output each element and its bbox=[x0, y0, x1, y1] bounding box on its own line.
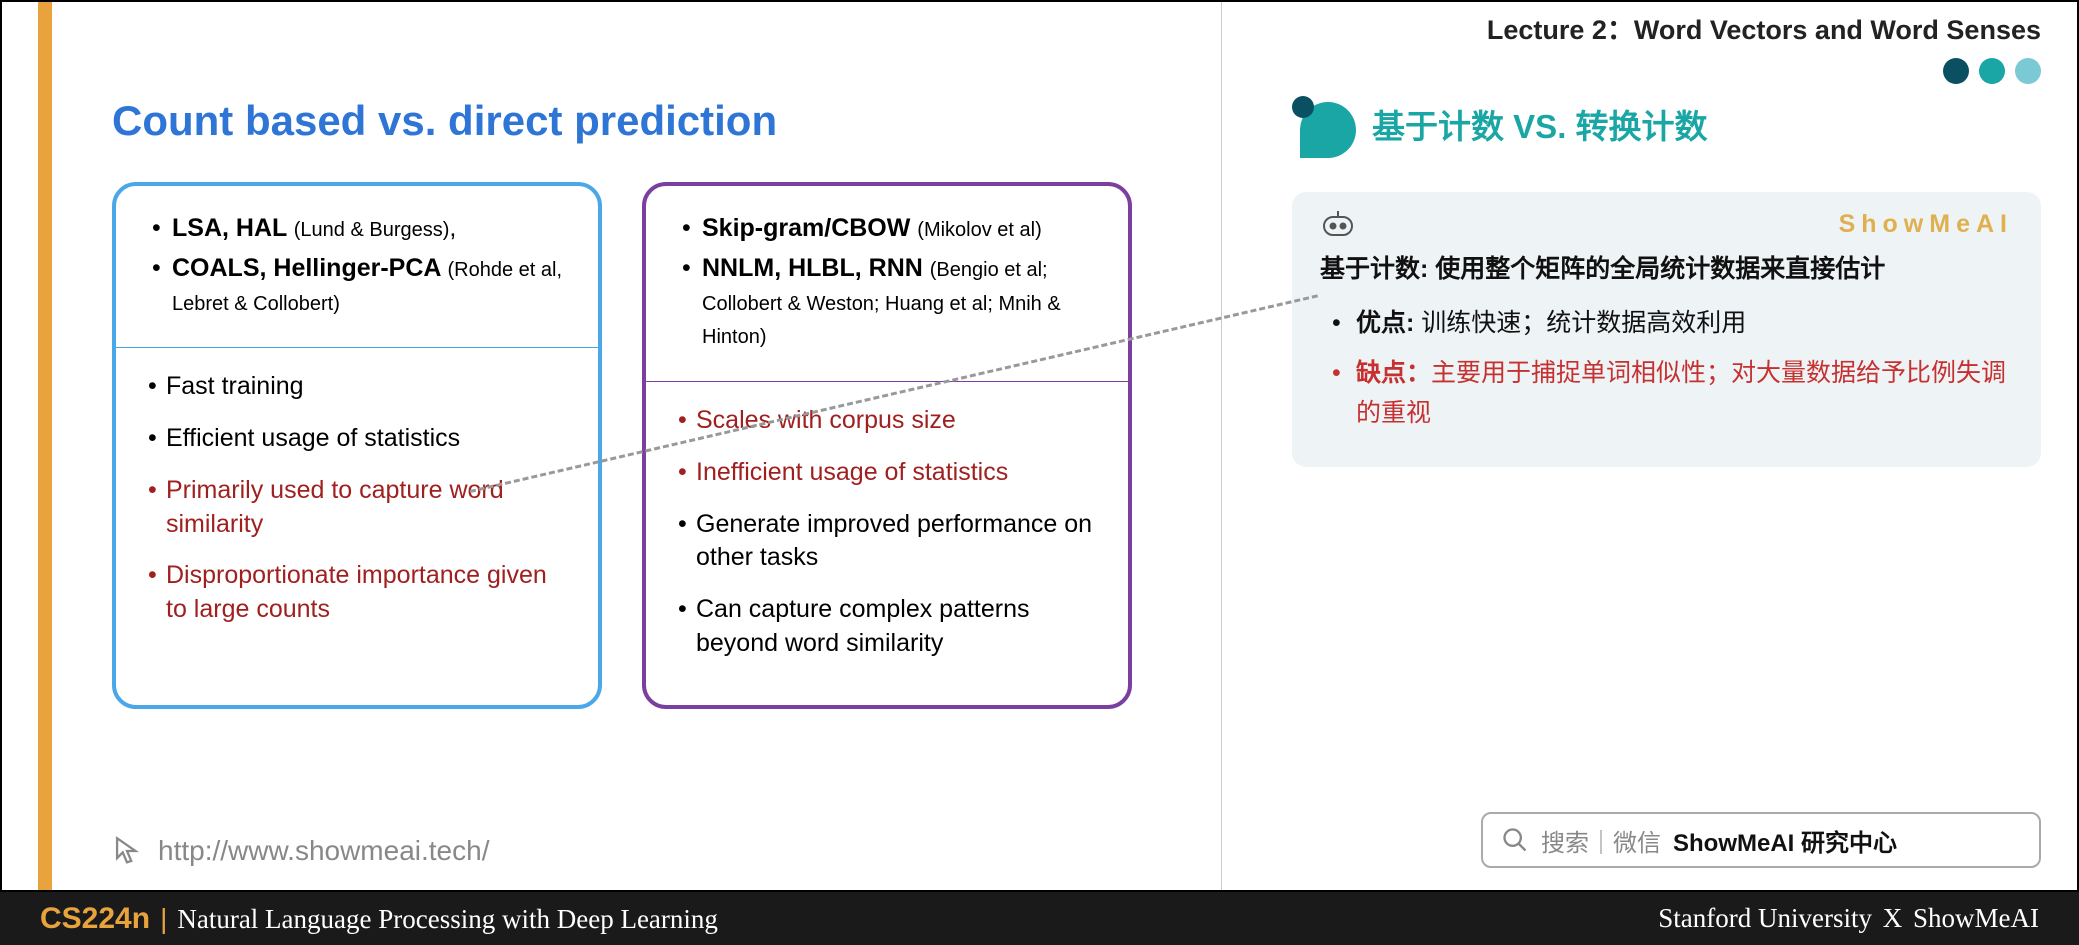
cursor-icon bbox=[110, 834, 144, 868]
notes-panel: Lecture 2：Word Vectors and Word Senses 基… bbox=[1222, 2, 2077, 890]
footer-left: CS224n | Natural Language Processing wit… bbox=[40, 902, 718, 936]
method-item: NNLM, HLBL, RNN (Bengio et al; Collobert… bbox=[676, 252, 1098, 353]
method-main: COALS, Hellinger-PCA bbox=[172, 254, 448, 282]
slide-title: Count based vs. direct prediction bbox=[112, 97, 777, 145]
x-separator: X bbox=[1883, 903, 1903, 933]
dot-icon bbox=[1979, 58, 2005, 84]
direct-props-section: Scales with corpus size Inefficient usag… bbox=[646, 382, 1128, 705]
direct-prediction-box: Skip-gram/CBOW (Mikolov et al) NNLM, HLB… bbox=[642, 182, 1132, 709]
count-methods-section: LSA, HAL (Lund & Burgess), COALS, Hellin… bbox=[116, 186, 598, 348]
prop-item: Disproportionate importance given to lar… bbox=[146, 559, 568, 627]
note-card: ShowMeAI 基于计数: 使用整个矩阵的全局统计数据来直接估计 优点: 训练… bbox=[1292, 192, 2041, 467]
prop-item: Efficient usage of statistics bbox=[146, 422, 568, 456]
robot-icon bbox=[1320, 211, 1356, 239]
note-bullet: 缺点：主要用于捕捉单词相似性；对大量数据给予比例失调的重视 bbox=[1320, 353, 2013, 433]
method-item: COALS, Hellinger-PCA (Rohde et al, Lebre… bbox=[146, 252, 568, 320]
method-main: NNLM, HLBL, RNN bbox=[702, 254, 930, 282]
dot-icon bbox=[2015, 58, 2041, 84]
slide-url[interactable]: http://www.showmeai.tech/ bbox=[110, 834, 489, 868]
search-icon bbox=[1501, 826, 1529, 854]
note-header: ShowMeAI bbox=[1320, 210, 2013, 239]
course-name: Natural Language Processing with Deep Le… bbox=[177, 904, 718, 935]
search-placeholder: 搜索｜微信 bbox=[1541, 823, 1661, 858]
url-text: http://www.showmeai.tech/ bbox=[158, 835, 489, 867]
search-bar[interactable]: 搜索｜微信 ShowMeAI 研究中心 bbox=[1481, 812, 2041, 868]
main-container: Count based vs. direct prediction LSA, H… bbox=[0, 0, 2079, 892]
header-shape-icon bbox=[1292, 94, 1352, 154]
university-name: Stanford University bbox=[1658, 903, 1872, 933]
method-main: Skip-gram/CBOW bbox=[702, 214, 917, 242]
method-cite: (Lund & Burgess) bbox=[294, 219, 450, 241]
prop-item: Can capture complex patterns beyond word… bbox=[676, 593, 1098, 661]
method-suffix: , bbox=[449, 214, 456, 242]
note-label: 缺点： bbox=[1356, 359, 1431, 387]
brand-label: ShowMeAI bbox=[1839, 210, 2013, 239]
decor-dots bbox=[1943, 58, 2041, 84]
footer-brand: ShowMeAI bbox=[1913, 903, 2039, 933]
lecture-title: Lecture 2：Word Vectors and Word Senses bbox=[1487, 8, 2041, 47]
direct-methods-section: Skip-gram/CBOW (Mikolov et al) NNLM, HLB… bbox=[646, 186, 1128, 382]
accent-bar bbox=[38, 2, 52, 890]
divider: | bbox=[160, 903, 167, 935]
footer-bar: CS224n | Natural Language Processing wit… bbox=[0, 892, 2079, 945]
count-props-section: Fast training Efficient usage of statist… bbox=[116, 348, 598, 671]
note-text: 训练快速；统计数据高效利用 bbox=[1414, 309, 1746, 337]
note-label: 优点: bbox=[1356, 309, 1414, 337]
slide-panel: Count based vs. direct prediction LSA, H… bbox=[2, 2, 1222, 890]
search-suffix: ShowMeAI 研究中心 bbox=[1673, 823, 1897, 858]
dot-icon bbox=[1943, 58, 1969, 84]
method-item: LSA, HAL (Lund & Burgess), bbox=[146, 212, 568, 246]
note-text: 主要用于捕捉单词相似性；对大量数据给予比例失调的重视 bbox=[1356, 359, 2006, 427]
method-cite: (Mikolov et al) bbox=[917, 219, 1041, 241]
prop-item: Generate improved performance on other t… bbox=[676, 508, 1098, 576]
prop-item: Fast training bbox=[146, 370, 568, 404]
method-main: LSA, HAL bbox=[172, 214, 294, 242]
section-title: 基于计数 VS. 转换计数 bbox=[1372, 100, 1708, 148]
footer-right: Stanford University X ShowMeAI bbox=[1658, 903, 2039, 934]
comparison-boxes: LSA, HAL (Lund & Burgess), COALS, Hellin… bbox=[112, 182, 1132, 709]
note-bullet: 优点: 训练快速；统计数据高效利用 bbox=[1320, 303, 2013, 343]
prop-item: Inefficient usage of statistics bbox=[676, 456, 1098, 490]
method-item: Skip-gram/CBOW (Mikolov et al) bbox=[676, 212, 1098, 246]
course-code: CS224n bbox=[40, 902, 150, 936]
prop-item: Scales with corpus size bbox=[676, 404, 1098, 438]
note-heading: 基于计数: 使用整个矩阵的全局统计数据来直接估计 bbox=[1320, 251, 2013, 289]
count-based-box: LSA, HAL (Lund & Burgess), COALS, Hellin… bbox=[112, 182, 602, 709]
section-header: 基于计数 VS. 转换计数 bbox=[1292, 94, 1708, 154]
